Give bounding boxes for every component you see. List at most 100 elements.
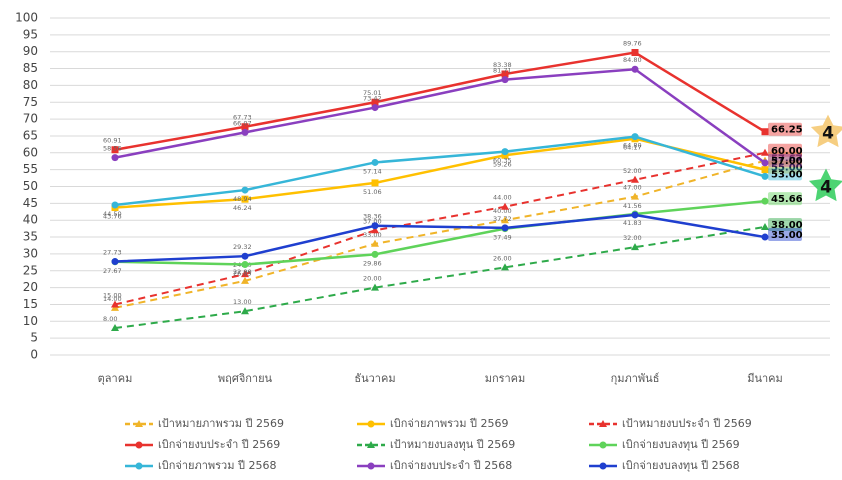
value-label-box [768, 153, 802, 167]
marker [111, 146, 119, 154]
badge-label: 4 [820, 178, 832, 198]
legend-marker [599, 420, 607, 427]
series-line [114, 213, 766, 263]
y-tick-label: 75 [23, 95, 38, 109]
value-label: 83.38 [493, 61, 512, 69]
value-label: 8.00 [103, 315, 117, 323]
value-label: 26.85 [233, 270, 252, 278]
value-label: 38.00 [771, 220, 803, 231]
marker [501, 216, 509, 224]
legend-label: เบิกจ่ายงบประจำ ปี 2568 [390, 459, 512, 472]
series-line [114, 159, 766, 309]
value-label: 15.00 [103, 291, 122, 299]
value-label: 40.00 [493, 207, 512, 215]
value-label: 41.56 [623, 202, 642, 210]
value-label: 20.00 [363, 275, 382, 283]
x-tick-label: กุมภาพันธ์ [611, 372, 660, 385]
value-label-box [768, 228, 802, 242]
marker [371, 104, 379, 112]
marker [371, 239, 379, 247]
marker [501, 76, 509, 84]
x-tick-label: พฤศจิกายน [218, 372, 273, 385]
marker [761, 166, 769, 174]
marker [761, 128, 769, 136]
marker [371, 222, 379, 230]
legend-label: เบิกจ่ายงบลงทุน ปี 2568 [622, 459, 740, 472]
marker [761, 159, 769, 167]
y-tick-label: 55 [23, 162, 38, 176]
value-label: 53.00 [771, 169, 803, 180]
legend-marker [367, 420, 375, 428]
marker [501, 148, 509, 156]
marker [241, 252, 249, 260]
value-label: 41.83 [623, 219, 642, 227]
marker [631, 65, 639, 73]
x-tick-label: มีนาคม [747, 372, 783, 385]
marker [241, 270, 249, 278]
y-tick-label: 25 [23, 263, 38, 277]
y-tick-label: 100 [15, 11, 38, 25]
value-label: 13.00 [233, 298, 252, 306]
value-label: 59.26 [493, 160, 512, 168]
value-label: 75.01 [363, 89, 382, 97]
value-label: 84.80 [623, 56, 642, 64]
value-label: 89.76 [623, 40, 642, 48]
value-label: 47.00 [623, 184, 642, 192]
marker [241, 276, 249, 284]
marker [501, 263, 509, 271]
value-label: 64.17 [623, 144, 642, 152]
marker [631, 133, 639, 141]
value-label: 66.25 [771, 125, 803, 136]
marker [501, 151, 509, 159]
legend-marker [135, 462, 143, 470]
marker [501, 202, 509, 210]
value-label: 26.00 [493, 254, 512, 262]
marker [111, 300, 119, 308]
y-tick-label: 15 [23, 297, 38, 311]
y-tick-label: 5 [30, 331, 38, 345]
marker [501, 70, 509, 78]
value-label: 73.42 [363, 95, 382, 103]
value-label: 58.56 [103, 145, 122, 153]
marker [241, 123, 249, 131]
value-label: 38.36 [363, 213, 382, 221]
marker [241, 186, 249, 194]
value-label: 14.00 [103, 295, 122, 303]
y-tick-label: 85 [23, 61, 38, 75]
y-tick-label: 60 [23, 145, 38, 159]
marker [761, 172, 769, 180]
marker [371, 158, 379, 166]
legend-label: เป้าหมายภาพรวม ปี 2569 [158, 417, 284, 430]
legend-label: เบิกจ่ายงบประจำ ปี 2569 [158, 438, 280, 451]
value-label: 44.00 [493, 194, 512, 202]
x-tick-label: มกราคม [485, 372, 526, 385]
marker [631, 192, 639, 200]
y-tick-label: 70 [23, 112, 38, 126]
y-tick-label: 90 [23, 44, 38, 58]
value-label-box [768, 167, 802, 181]
series-line [114, 51, 766, 151]
series-line [114, 151, 766, 306]
legend-label: เบิกจ่ายภาพรวม ปี 2569 [390, 417, 508, 430]
marker [111, 258, 119, 266]
value-label: 57.00 [771, 156, 803, 167]
badge-star [810, 114, 842, 148]
marker [241, 195, 249, 203]
value-label: 44.50 [103, 210, 122, 218]
marker [371, 179, 379, 187]
y-tick-label: 80 [23, 78, 38, 92]
legend-marker [367, 462, 375, 470]
value-label: 57.67 [771, 154, 803, 165]
x-tick-label: ธันวาคม [354, 372, 395, 385]
value-label: 43.76 [103, 213, 122, 221]
value-label: 37.00 [363, 217, 382, 225]
badge-star [808, 168, 842, 202]
y-tick-label: 50 [23, 179, 38, 193]
value-label: 37.49 [493, 234, 512, 242]
y-tick-label: 35 [23, 230, 38, 244]
value-label: 60.00 [771, 146, 803, 157]
marker [241, 261, 249, 269]
value-label: 60.91 [103, 137, 122, 145]
y-tick-label: 45 [23, 196, 38, 210]
y-tick-label: 20 [23, 280, 38, 294]
